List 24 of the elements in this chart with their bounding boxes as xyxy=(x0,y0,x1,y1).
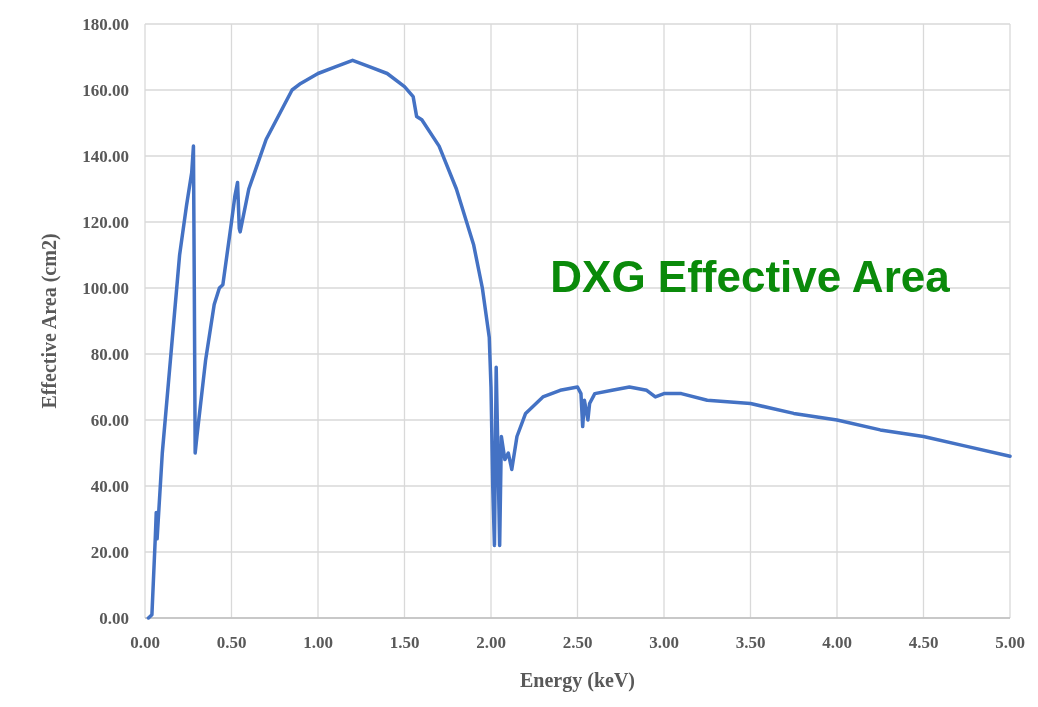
y-tick-label: 0.00 xyxy=(99,609,129,628)
x-tick-label: 0.00 xyxy=(130,633,160,652)
y-tick-label: 160.00 xyxy=(82,81,129,100)
x-axis-title: Energy (keV) xyxy=(520,669,635,692)
x-tick-label: 3.00 xyxy=(649,633,679,652)
y-tick-label: 120.00 xyxy=(82,213,129,232)
x-tick-label: 1.00 xyxy=(303,633,333,652)
x-tick-label: 1.50 xyxy=(389,633,420,652)
x-tick-label: 4.00 xyxy=(822,633,852,652)
y-tick-label: 140.00 xyxy=(82,147,129,166)
x-tick-label: 2.00 xyxy=(476,633,506,652)
y-tick-label: 180.00 xyxy=(82,15,129,34)
y-tick-label: 80.00 xyxy=(90,345,129,364)
y-tick-label: 100.00 xyxy=(82,279,129,298)
y-tick-label: 60.00 xyxy=(90,411,129,430)
y-axis-title: Effective Area (cm2) xyxy=(38,233,61,409)
x-tick-label: 3.50 xyxy=(735,633,766,652)
x-tick-label: 5.00 xyxy=(995,633,1025,652)
y-tick-label: 40.00 xyxy=(90,477,129,496)
x-tick-label: 0.50 xyxy=(216,633,247,652)
x-tick-label: 2.50 xyxy=(562,633,593,652)
y-tick-label: 20.00 xyxy=(90,543,129,562)
x-tick-label: 4.50 xyxy=(908,633,939,652)
annotation: DXG Effective Area xyxy=(550,252,951,301)
